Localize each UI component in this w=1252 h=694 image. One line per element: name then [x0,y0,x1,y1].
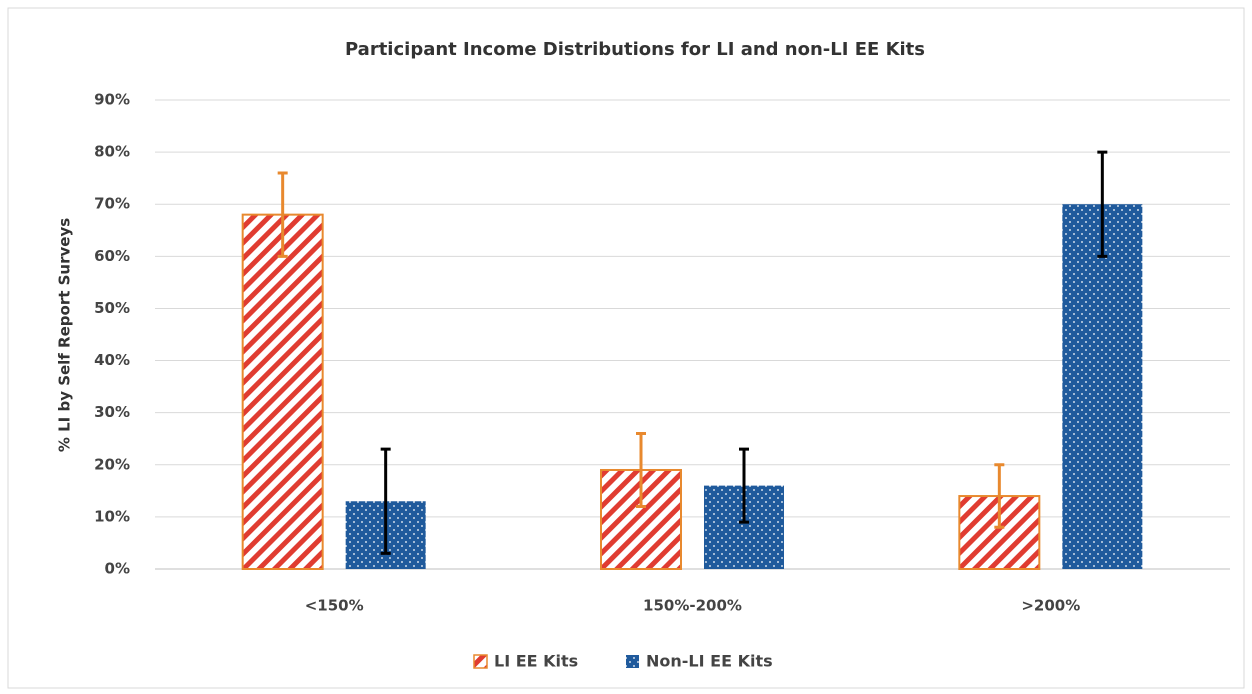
bar [241,213,324,570]
y-tick-label: 70% [94,195,130,213]
y-tick-label: 80% [94,143,130,161]
x-tick-label: >200% [1021,597,1080,615]
error-bar [380,447,391,555]
y-tick-label: 0% [105,560,130,578]
error-bar [1097,150,1108,258]
y-tick-label: 60% [94,247,130,265]
legend-label: Non-LI EE Kits [646,652,773,671]
y-tick-label: 10% [94,507,130,525]
error-bar [994,463,1005,529]
y-tick-label: 20% [94,455,130,473]
y-tick-label: 50% [94,299,130,317]
y-tick-label: 90% [94,91,130,109]
chart-title: Participant Income Distributions for LI … [345,39,925,60]
legend-swatch [626,655,639,668]
error-bar [636,432,646,508]
bar [1062,204,1143,569]
chart-frame [7,7,1245,689]
y-axis-label: % LI by Self Report Surveys [56,218,74,452]
legend-swatch [473,654,488,669]
y-tick-label: 30% [94,403,130,421]
legend-label: LI EE Kits [494,652,578,671]
y-tick-label: 40% [94,351,130,369]
error-bar [277,171,288,258]
x-tick-label: 150%-200% [643,597,742,615]
x-tick-label: <150% [305,597,364,615]
error-bar [739,447,749,524]
